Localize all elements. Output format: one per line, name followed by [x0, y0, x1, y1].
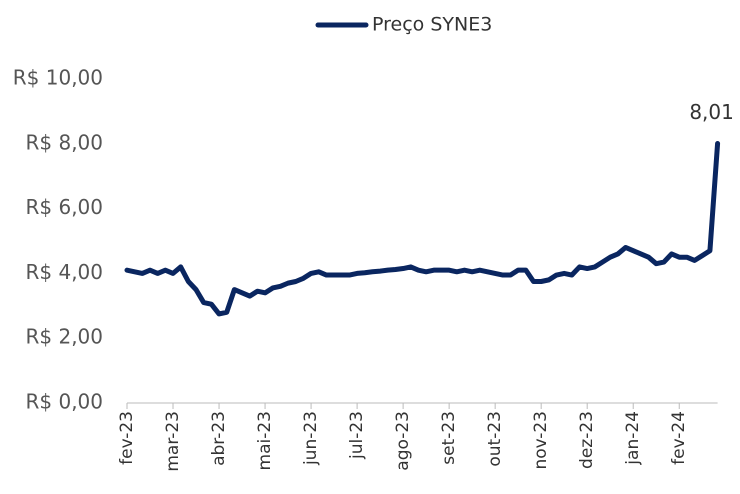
x-tick-label: ago-23 — [393, 411, 413, 471]
x-tick-label: jan-24 — [623, 411, 643, 466]
legend-label: Preço SYNE3 — [372, 14, 492, 36]
x-tick-label: mar-23 — [163, 411, 183, 472]
x-tick-label: dez-23 — [577, 411, 597, 469]
y-tick-label: R$ 10,00 — [13, 66, 103, 90]
price-line — [124, 140, 721, 317]
y-tick-label: R$ 6,00 — [25, 195, 103, 219]
y-tick-label: R$ 0,00 — [25, 390, 103, 414]
x-tick-label: fev-23 — [117, 411, 137, 465]
x-tick-label: mai-23 — [255, 411, 275, 470]
x-tick-label: nov-23 — [531, 411, 551, 470]
x-tick-label: set-23 — [439, 411, 459, 465]
x-tick-label: fev-24 — [669, 411, 689, 465]
x-tick-label: out-23 — [485, 411, 505, 467]
data-label: 8,01 — [689, 100, 734, 124]
y-tick-label: R$ 8,00 — [25, 130, 103, 154]
x-tick-label: jun-23 — [301, 411, 321, 466]
x-tick-label: abr-23 — [209, 411, 229, 466]
x-tick-label: jul-23 — [347, 411, 367, 460]
y-tick-label: R$ 4,00 — [25, 260, 103, 284]
y-tick-label: R$ 2,00 — [25, 325, 103, 349]
